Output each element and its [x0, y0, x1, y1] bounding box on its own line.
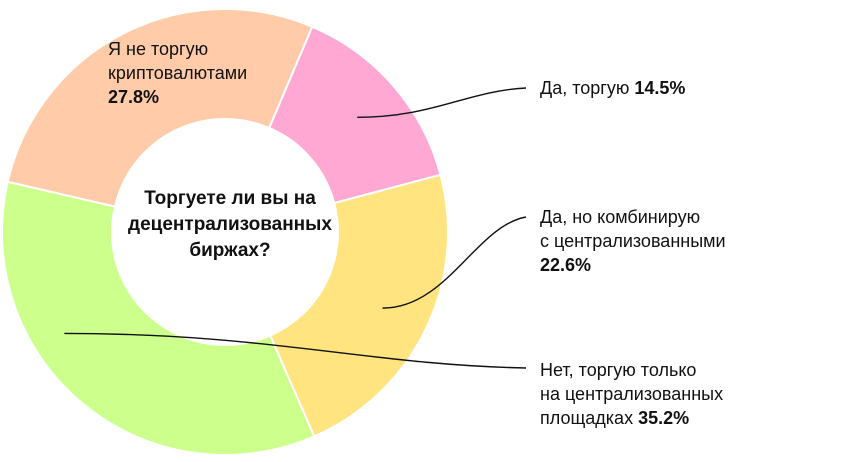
- slice-label-text: криптовалютами: [108, 63, 248, 83]
- leader-lines-group: [64, 87, 527, 369]
- slice-0: [267, 25, 442, 205]
- slices-group: [1, 8, 449, 456]
- slice-label-text: с централизованными: [540, 231, 726, 251]
- slice-value-label: 14.5%: [634, 78, 686, 98]
- slice-label-ne-torguyu: Я не торгую криптовалютами 27.8%: [108, 37, 247, 109]
- slice-label-text: Да, но комбинирую: [540, 207, 701, 227]
- slice-value-label: 22.6%: [540, 255, 592, 275]
- leader-line-2: [64, 332, 527, 369]
- slice-label-text: Я не торгую: [108, 39, 209, 59]
- leader-line-0: [357, 87, 527, 119]
- slice-label-centralizovannye: Нет, торгую только на централизованных п…: [540, 358, 723, 430]
- slice-value-label: 27.8%: [108, 87, 160, 107]
- chart-title: Торгуете ли вы на децентрализованных бир…: [95, 186, 365, 264]
- chart-title-line: Торгуете ли вы на: [144, 188, 316, 209]
- chart-title-line: биржах?: [189, 240, 271, 261]
- slice-label-kombiniruyu: Да, но комбинирую с централизованными 22…: [540, 205, 726, 277]
- slice-label-text: на централизованных: [540, 384, 724, 404]
- slice-value-label: 35.2%: [638, 408, 690, 428]
- slice-label-da-torguyu: Да, торгую 14.5%: [540, 76, 685, 100]
- slice-label-text: Да, торгую: [540, 78, 630, 98]
- slice-3: [6, 8, 314, 208]
- slice-1: [268, 173, 449, 438]
- chart-title-line: децентрализованных: [128, 214, 332, 235]
- slice-label-text: площадках: [540, 408, 634, 428]
- leader-line-1: [382, 216, 527, 309]
- slice-label-text: Нет, торгую только: [540, 360, 697, 380]
